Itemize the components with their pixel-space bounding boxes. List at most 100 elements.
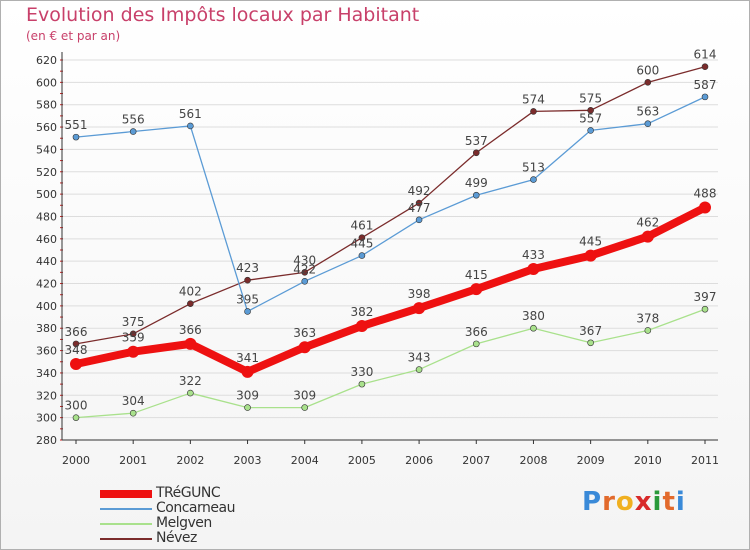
data-point bbox=[187, 389, 194, 397]
y-tick-label: 620 bbox=[36, 54, 57, 67]
x-tick-label: 2000 bbox=[62, 454, 90, 467]
series-line-névez bbox=[75, 66, 706, 345]
data-point bbox=[701, 305, 709, 313]
legend-label-tregunc: TRéGUNC bbox=[156, 485, 221, 501]
data-point bbox=[72, 340, 80, 348]
data-label: 557 bbox=[579, 111, 602, 125]
data-label: 366 bbox=[65, 325, 88, 339]
data-point bbox=[587, 339, 594, 347]
logo-letter: i bbox=[675, 487, 686, 517]
y-tick-label: 300 bbox=[36, 412, 57, 425]
data-point bbox=[415, 366, 423, 373]
data-label: 477 bbox=[408, 201, 431, 215]
legend-swatch-nevez bbox=[100, 538, 152, 540]
legend-label-nevez: Névez bbox=[156, 530, 197, 546]
x-tick-label: 2009 bbox=[577, 454, 605, 467]
data-point bbox=[472, 149, 480, 157]
data-label: 359 bbox=[122, 331, 145, 345]
data-point bbox=[127, 345, 140, 358]
y-tick-label: 520 bbox=[36, 166, 57, 179]
data-label: 300 bbox=[65, 399, 88, 413]
data-label: 304 bbox=[122, 394, 145, 408]
data-point bbox=[584, 249, 597, 262]
x-tick-label: 2002 bbox=[176, 454, 204, 467]
y-tick-label: 420 bbox=[36, 278, 57, 291]
data-label: 367 bbox=[579, 324, 602, 338]
data-label: 380 bbox=[522, 309, 545, 323]
data-label: 366 bbox=[465, 325, 488, 339]
data-label: 551 bbox=[65, 118, 88, 132]
y-tick-label: 280 bbox=[36, 434, 57, 447]
data-label: 561 bbox=[179, 107, 202, 121]
x-tick-label: 2007 bbox=[462, 454, 490, 467]
data-point bbox=[72, 414, 80, 421]
y-tick-label: 540 bbox=[36, 143, 57, 156]
data-point bbox=[358, 380, 366, 388]
data-point bbox=[244, 276, 251, 284]
data-label: 395 bbox=[236, 292, 259, 306]
data-label: 415 bbox=[465, 268, 488, 282]
y-tick-label: 360 bbox=[36, 345, 57, 358]
data-point bbox=[70, 358, 82, 370]
data-point bbox=[301, 269, 309, 276]
data-label: 537 bbox=[465, 134, 488, 148]
data-point bbox=[72, 133, 80, 141]
data-point bbox=[358, 234, 366, 242]
data-label: 402 bbox=[179, 285, 202, 299]
logo-letter: P bbox=[582, 487, 603, 517]
data-label: 461 bbox=[350, 219, 373, 233]
data-label: 513 bbox=[522, 161, 545, 175]
data-point bbox=[527, 263, 540, 275]
data-label: 341 bbox=[236, 351, 259, 365]
data-label: 499 bbox=[465, 176, 488, 190]
series-line-trégunc bbox=[72, 203, 709, 376]
x-tick-label: 2004 bbox=[291, 454, 319, 467]
data-label: 309 bbox=[236, 389, 259, 403]
data-point bbox=[699, 201, 711, 214]
data-point bbox=[415, 199, 423, 207]
data-point bbox=[301, 277, 309, 285]
data-point bbox=[129, 128, 137, 135]
data-label: 363 bbox=[293, 326, 316, 340]
data-point bbox=[244, 404, 251, 411]
x-tick-label: 2001 bbox=[119, 454, 147, 467]
data-label: 330 bbox=[350, 365, 373, 379]
y-tick-label: 500 bbox=[36, 188, 57, 201]
y-tick-label: 320 bbox=[36, 389, 57, 402]
data-label: 556 bbox=[122, 113, 145, 127]
data-point bbox=[301, 404, 309, 411]
data-label: 343 bbox=[408, 351, 431, 365]
data-label: 382 bbox=[350, 305, 373, 319]
y-tick-label: 380 bbox=[36, 322, 57, 335]
legend-label-melgven: Melgven bbox=[156, 515, 212, 531]
data-point bbox=[413, 302, 426, 315]
chart-subtitle: (en € et par an) bbox=[26, 29, 121, 43]
data-label: 322 bbox=[179, 374, 202, 388]
data-point bbox=[701, 63, 709, 71]
data-point bbox=[415, 216, 423, 224]
data-label: 433 bbox=[522, 248, 545, 262]
data-point bbox=[644, 120, 652, 128]
data-point bbox=[241, 365, 254, 378]
data-point bbox=[470, 283, 483, 296]
data-point bbox=[641, 230, 654, 243]
data-label: 430 bbox=[293, 253, 316, 267]
data-label: 575 bbox=[579, 91, 602, 105]
legend-swatch-tregunc bbox=[100, 490, 152, 498]
legend-swatch-concarneau bbox=[100, 508, 152, 510]
x-tick-label: 2008 bbox=[519, 454, 547, 467]
data-label: 488 bbox=[694, 187, 717, 201]
data-point bbox=[187, 122, 194, 130]
legend-label-concarneau: Concarneau bbox=[156, 500, 235, 516]
data-label: 574 bbox=[522, 92, 545, 106]
data-label: 375 bbox=[122, 315, 145, 329]
data-label: 397 bbox=[694, 290, 717, 304]
data-label: 398 bbox=[408, 287, 431, 301]
data-point bbox=[184, 337, 197, 350]
x-tick-label: 2003 bbox=[234, 454, 262, 467]
data-point bbox=[129, 409, 137, 417]
data-point bbox=[472, 340, 480, 348]
data-label: 600 bbox=[636, 63, 659, 77]
x-tick-label: 2010 bbox=[634, 454, 662, 467]
